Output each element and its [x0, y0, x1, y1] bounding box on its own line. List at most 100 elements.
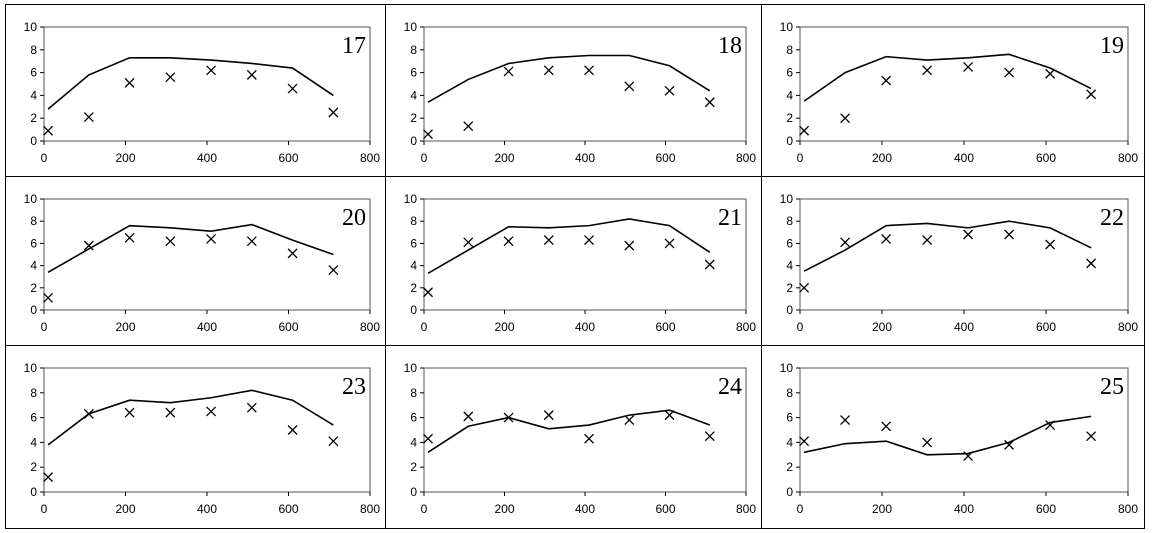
scatter-point [922, 65, 933, 76]
scatter-point [922, 235, 933, 246]
scatter-point [543, 235, 554, 246]
chart-panel: 0 2 4 6 8 10 0 200 400 600 800 19 [762, 5, 1144, 177]
chart-panel: 0 2 4 6 8 10 0 200 400 600 800 23 [6, 346, 386, 528]
x-tick-label: 600 [655, 320, 675, 334]
y-tick-label: 2 [410, 460, 417, 474]
scatter-point [624, 415, 635, 426]
scatter-point [328, 265, 339, 275]
x-tick-label: 200 [494, 502, 514, 516]
scatter-point [1004, 439, 1015, 450]
scatter-point [124, 407, 135, 418]
y-tick-label: 4 [30, 88, 37, 102]
x-tick-label: 600 [655, 502, 675, 516]
panel-number: 18 [718, 33, 742, 59]
scatter-point [83, 408, 94, 419]
panel-number: 20 [342, 205, 366, 231]
scatter-point [287, 425, 298, 435]
y-tick-label: 2 [786, 460, 793, 474]
scatter-point [963, 451, 974, 461]
scatter-point [83, 112, 94, 123]
x-tick-label: 0 [421, 151, 428, 165]
scatter-point [799, 282, 810, 293]
x-tick-label: 600 [1036, 151, 1056, 165]
x-tick-label: 400 [954, 151, 974, 165]
y-tick-label: 10 [780, 20, 794, 34]
scatter-point [881, 234, 892, 244]
scatter-point [1086, 258, 1097, 269]
panel-number: 24 [718, 374, 742, 400]
y-tick-label: 4 [30, 435, 37, 449]
y-tick-label: 2 [30, 281, 37, 295]
series-line [47, 56, 334, 110]
x-tick-label: 800 [360, 320, 380, 334]
y-tick-label: 10 [404, 20, 418, 34]
panel-number: 25 [1100, 374, 1124, 400]
chart-panel: 0 2 4 6 8 10 0 200 400 600 800 18 [386, 5, 762, 177]
y-tick-label: 0 [410, 134, 417, 148]
scatter-point [206, 234, 217, 244]
series-line [427, 54, 711, 103]
x-tick-label: 200 [115, 502, 135, 516]
x-tick-label: 600 [278, 502, 298, 516]
plot-area-frame [799, 26, 1129, 142]
series-line [47, 223, 334, 273]
y-tick-label: 10 [404, 192, 418, 206]
x-tick-label: 600 [655, 151, 675, 165]
scatter-point [664, 85, 675, 96]
x-tick-label: 800 [1118, 502, 1138, 516]
y-tick-label: 2 [30, 111, 37, 125]
scatter-point [165, 236, 176, 247]
plot-area-frame [43, 198, 371, 311]
scatter-point [423, 129, 433, 140]
panel-number: 19 [1100, 33, 1124, 59]
scatter-point [1086, 89, 1097, 100]
scatter-point [624, 240, 635, 251]
x-tick-label: 200 [872, 502, 892, 516]
x-tick-label: 0 [41, 320, 48, 334]
scatter-point [881, 75, 892, 86]
scatter-point [881, 421, 892, 432]
scatter-point [463, 237, 474, 248]
scatter-point [43, 125, 54, 136]
y-tick-label: 6 [786, 411, 793, 425]
scatter-point [246, 402, 257, 413]
scatter-point [704, 97, 715, 108]
x-tick-label: 0 [421, 320, 428, 334]
y-tick-label: 4 [786, 88, 793, 102]
y-tick-label: 0 [30, 134, 37, 148]
scatter-point [922, 437, 933, 448]
y-tick-label: 10 [404, 361, 418, 375]
y-tick-label: 10 [780, 361, 794, 375]
panel-number: 21 [718, 205, 742, 231]
scatter-point [1045, 420, 1056, 430]
scatter-point [584, 235, 594, 246]
x-tick-label: 0 [797, 502, 804, 516]
scatter-point [463, 121, 474, 132]
scatter-point [83, 240, 94, 251]
x-tick-label: 400 [954, 502, 974, 516]
y-tick-label: 2 [410, 281, 417, 295]
x-tick-label: 600 [278, 320, 298, 334]
chart-panel: 0 2 4 6 8 10 0 200 400 600 800 21 [386, 177, 762, 346]
x-tick-label: 600 [278, 151, 298, 165]
y-tick-label: 0 [30, 303, 37, 317]
y-tick-label: 10 [24, 361, 38, 375]
chart-svg: 0 2 4 6 8 10 0 200 400 600 800 17 [24, 20, 381, 165]
scatter-point [423, 287, 433, 298]
scatter-point [840, 237, 851, 248]
x-tick-label: 800 [736, 151, 756, 165]
scatter-point [704, 431, 715, 442]
y-tick-label: 8 [30, 214, 37, 228]
x-tick-label: 0 [41, 151, 48, 165]
scatter-point [165, 72, 176, 83]
x-tick-label: 200 [494, 320, 514, 334]
y-tick-label: 4 [30, 259, 37, 273]
scatter-point [664, 410, 675, 421]
x-tick-label: 200 [872, 320, 892, 334]
series-line [803, 220, 1092, 272]
x-tick-label: 0 [797, 151, 804, 165]
scatter-point [43, 472, 54, 483]
y-tick-label: 0 [410, 485, 417, 499]
scatter-point [287, 248, 298, 259]
